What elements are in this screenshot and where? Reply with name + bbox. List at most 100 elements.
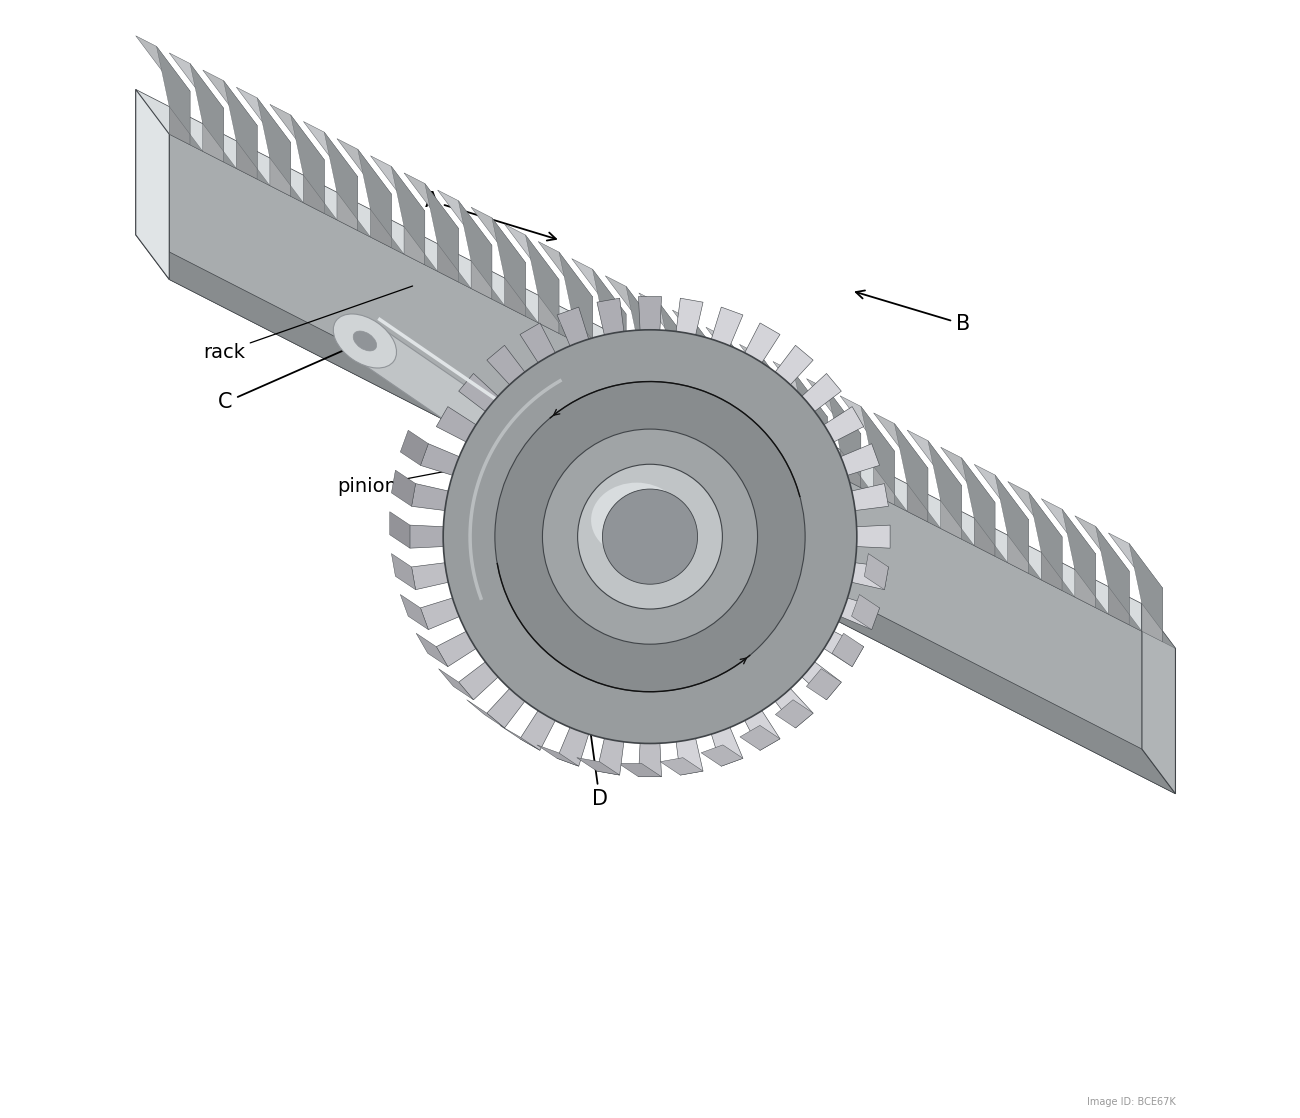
Polygon shape: [438, 190, 491, 246]
Polygon shape: [270, 132, 291, 197]
Polygon shape: [1141, 604, 1175, 794]
Polygon shape: [538, 269, 559, 333]
Polygon shape: [400, 430, 428, 465]
Polygon shape: [504, 252, 525, 316]
Polygon shape: [740, 726, 780, 750]
Polygon shape: [627, 286, 672, 391]
Polygon shape: [370, 183, 391, 248]
Polygon shape: [471, 207, 525, 263]
Polygon shape: [852, 562, 888, 589]
Polygon shape: [404, 200, 425, 265]
Ellipse shape: [592, 483, 682, 557]
Polygon shape: [303, 122, 358, 177]
Polygon shape: [291, 115, 337, 220]
Ellipse shape: [354, 331, 377, 351]
Ellipse shape: [542, 429, 758, 644]
Polygon shape: [257, 98, 303, 202]
Polygon shape: [941, 447, 994, 503]
Polygon shape: [1141, 578, 1162, 642]
Polygon shape: [638, 293, 693, 349]
Polygon shape: [994, 475, 1041, 580]
Polygon shape: [438, 669, 473, 700]
Ellipse shape: [443, 330, 857, 743]
Polygon shape: [941, 475, 962, 539]
Polygon shape: [740, 372, 760, 436]
Polygon shape: [775, 345, 814, 385]
Polygon shape: [135, 36, 190, 92]
Text: rack: rack: [203, 286, 412, 361]
Polygon shape: [775, 700, 814, 728]
Polygon shape: [672, 338, 693, 402]
Polygon shape: [1109, 533, 1162, 588]
Polygon shape: [390, 512, 410, 548]
Polygon shape: [538, 241, 593, 297]
Polygon shape: [504, 225, 559, 280]
Polygon shape: [438, 218, 459, 282]
Polygon shape: [169, 80, 190, 145]
Polygon shape: [802, 373, 841, 411]
Polygon shape: [740, 344, 794, 400]
Polygon shape: [404, 173, 459, 228]
Polygon shape: [1041, 499, 1096, 555]
Polygon shape: [676, 299, 703, 335]
Polygon shape: [693, 321, 740, 426]
Polygon shape: [237, 87, 291, 143]
Polygon shape: [525, 235, 572, 340]
Polygon shape: [224, 80, 270, 186]
Polygon shape: [606, 303, 627, 368]
Polygon shape: [459, 373, 498, 411]
Polygon shape: [874, 440, 894, 505]
Polygon shape: [974, 464, 1028, 520]
Polygon shape: [459, 201, 504, 305]
Polygon shape: [459, 662, 498, 700]
Polygon shape: [135, 89, 169, 280]
Text: C: C: [218, 342, 360, 413]
Polygon shape: [537, 745, 578, 766]
Polygon shape: [597, 299, 624, 335]
Polygon shape: [324, 132, 370, 237]
Polygon shape: [745, 323, 780, 362]
Polygon shape: [824, 632, 863, 666]
Polygon shape: [203, 70, 257, 125]
Polygon shape: [467, 700, 504, 728]
Polygon shape: [774, 361, 827, 417]
Polygon shape: [437, 407, 476, 442]
Polygon shape: [774, 389, 794, 454]
Polygon shape: [437, 632, 476, 666]
Polygon shape: [659, 304, 706, 408]
Polygon shape: [701, 745, 744, 766]
Polygon shape: [577, 758, 620, 775]
Polygon shape: [420, 444, 459, 475]
Polygon shape: [1062, 510, 1109, 614]
Ellipse shape: [577, 464, 723, 609]
Polygon shape: [520, 711, 555, 750]
Text: B: B: [855, 291, 970, 334]
Polygon shape: [499, 726, 540, 750]
Polygon shape: [572, 286, 593, 351]
Ellipse shape: [333, 314, 396, 368]
Polygon shape: [706, 354, 727, 419]
Polygon shape: [1096, 527, 1141, 632]
Polygon shape: [840, 424, 861, 487]
Polygon shape: [486, 345, 525, 385]
Polygon shape: [775, 689, 814, 728]
Polygon shape: [486, 689, 525, 728]
Polygon shape: [203, 97, 224, 162]
Polygon shape: [1041, 527, 1062, 590]
Polygon shape: [974, 492, 995, 557]
Polygon shape: [841, 444, 880, 475]
Polygon shape: [711, 307, 744, 345]
Ellipse shape: [602, 489, 698, 585]
Polygon shape: [597, 738, 624, 775]
Polygon shape: [412, 484, 448, 511]
Polygon shape: [135, 235, 1175, 794]
Polygon shape: [1028, 492, 1075, 597]
Polygon shape: [894, 424, 941, 529]
Polygon shape: [802, 662, 841, 700]
Polygon shape: [391, 167, 438, 272]
Polygon shape: [410, 525, 443, 548]
Polygon shape: [638, 296, 662, 330]
Polygon shape: [745, 711, 780, 750]
Polygon shape: [832, 633, 863, 666]
Polygon shape: [400, 595, 428, 629]
